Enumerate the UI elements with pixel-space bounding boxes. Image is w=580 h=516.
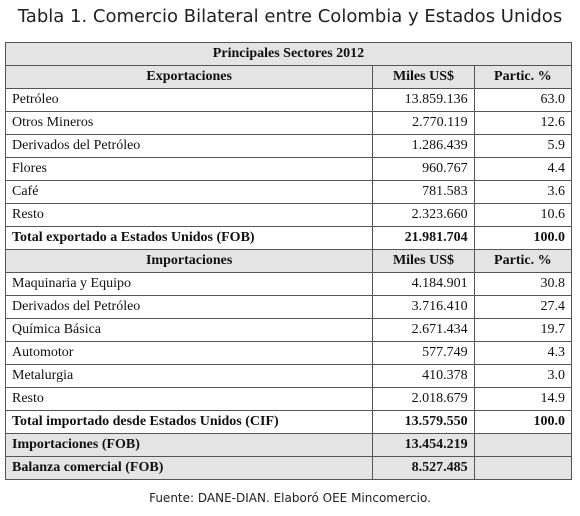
cell: 5.9 xyxy=(473,134,573,158)
data-row: Petróleo 13.859.136 63.0 xyxy=(4,88,573,112)
cell: Automotor xyxy=(4,341,374,365)
table-body: Principales Sectores 2012 Exportaciones M… xyxy=(4,42,573,480)
cell: 27.4 xyxy=(473,295,573,319)
cell: Partic. % xyxy=(473,249,573,273)
summary-row: Importaciones (FOB) 13.454.219 xyxy=(4,433,573,457)
cell: 21.981.704 xyxy=(372,226,475,250)
cell: Flores xyxy=(4,157,374,181)
cell: Maquinaria y Equipo xyxy=(4,272,374,296)
cell: 2.770.119 xyxy=(372,111,475,135)
cell: Resto xyxy=(4,387,374,411)
cell: Importaciones xyxy=(4,249,374,273)
cell: Resto xyxy=(4,203,374,227)
data-row: Flores 960.767 4.4 xyxy=(4,157,573,181)
cell: 30.8 xyxy=(473,272,573,296)
cell: Exportaciones xyxy=(4,65,374,89)
cell: 100.0 xyxy=(473,410,573,434)
cell: Total importado desde Estados Unidos (CI… xyxy=(4,410,374,434)
cell: 781.583 xyxy=(372,180,475,204)
cell xyxy=(473,433,573,457)
data-row: Derivados del Petróleo 1.286.439 5.9 xyxy=(4,134,573,158)
cell: 63.0 xyxy=(473,88,573,112)
summary-row: Balanza comercial (FOB) 8.527.485 xyxy=(4,456,573,480)
data-row: Química Básica 2.671.434 19.7 xyxy=(4,318,573,342)
cell: Miles US$ xyxy=(372,249,475,273)
data-row: Derivados del Petróleo 3.716.410 27.4 xyxy=(4,295,573,319)
cell: 960.767 xyxy=(372,157,475,181)
total-row: Total exportado a Estados Unidos (FOB) 21… xyxy=(4,226,573,250)
cell: 10.6 xyxy=(473,203,573,227)
data-row: Resto 2.018.679 14.9 xyxy=(4,387,573,411)
cell: 100.0 xyxy=(473,226,573,250)
cell: 2.671.434 xyxy=(372,318,475,342)
cell: Otros Mineros xyxy=(4,111,374,135)
caption: Principales Sectores 2012 xyxy=(5,42,572,66)
cell: 4.3 xyxy=(473,341,573,365)
cell: 12.6 xyxy=(473,111,573,135)
cell: 4.4 xyxy=(473,157,573,181)
cell: 577.749 xyxy=(372,341,475,365)
data-row: Automotor 577.749 4.3 xyxy=(4,341,573,365)
cell: Miles US$ xyxy=(372,65,475,89)
cell: 2.018.679 xyxy=(372,387,475,411)
cell: Café xyxy=(4,180,374,204)
cell: 4.184.901 xyxy=(372,272,475,296)
title: Tabla 1. Comercio Bilateral entre Colomb… xyxy=(17,6,563,27)
caption-row: Principales Sectores 2012 xyxy=(5,42,572,66)
cell: 2.323.660 xyxy=(372,203,475,227)
cell: 1.286.439 xyxy=(372,134,475,158)
cell: 3.6 xyxy=(473,180,573,204)
cell: 13.859.136 xyxy=(372,88,475,112)
footer: Fuente: DANE-DIAN. Elaboró OEE Mincomerc… xyxy=(149,491,431,505)
cell: Metalurgia xyxy=(4,364,374,388)
cell: 13.579.550 xyxy=(372,410,475,434)
data-row: Otros Mineros 2.770.119 12.6 xyxy=(4,111,573,135)
cell: 8.527.485 xyxy=(372,456,475,480)
cell: 13.454.219 xyxy=(372,433,475,457)
data-row: Café 781.583 3.6 xyxy=(4,180,573,204)
cell: Importaciones (FOB) xyxy=(4,433,374,457)
section-header: Exportaciones Miles US$ Partic. % xyxy=(4,65,573,89)
cell xyxy=(473,456,573,480)
cell: Química Básica xyxy=(4,318,374,342)
cell: 14.9 xyxy=(473,387,573,411)
cell: 410.378 xyxy=(372,364,475,388)
cell: Derivados del Petróleo xyxy=(4,134,374,158)
data-row: Resto 2.323.660 10.6 xyxy=(4,203,573,227)
section-header: Importaciones Miles US$ Partic. % xyxy=(4,249,573,273)
cell: Balanza comercial (FOB) xyxy=(4,456,374,480)
data-table: Principales Sectores 2012 Exportaciones M… xyxy=(4,42,573,480)
cell: Petróleo xyxy=(4,88,374,112)
total-row: Total importado desde Estados Unidos (CI… xyxy=(4,410,573,434)
cell: 19.7 xyxy=(473,318,573,342)
cell: Partic. % xyxy=(473,65,573,89)
cell: 3.0 xyxy=(473,364,573,388)
data-row: Maquinaria y Equipo 4.184.901 30.8 xyxy=(4,272,573,296)
data-row: Metalurgia 410.378 3.0 xyxy=(4,364,573,388)
cell: 3.716.410 xyxy=(372,295,475,319)
cell: Derivados del Petróleo xyxy=(4,295,374,319)
cell: Total exportado a Estados Unidos (FOB) xyxy=(4,226,374,250)
